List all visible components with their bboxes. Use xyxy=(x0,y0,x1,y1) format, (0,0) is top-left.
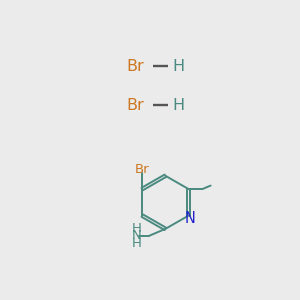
Text: Br: Br xyxy=(135,164,149,176)
Text: N: N xyxy=(185,211,196,226)
Text: N: N xyxy=(131,229,141,242)
Text: H: H xyxy=(131,237,141,250)
Text: Br: Br xyxy=(127,98,145,113)
Text: H: H xyxy=(131,222,141,235)
Text: H: H xyxy=(172,98,184,113)
Text: Br: Br xyxy=(127,58,145,74)
Text: H: H xyxy=(172,58,184,74)
